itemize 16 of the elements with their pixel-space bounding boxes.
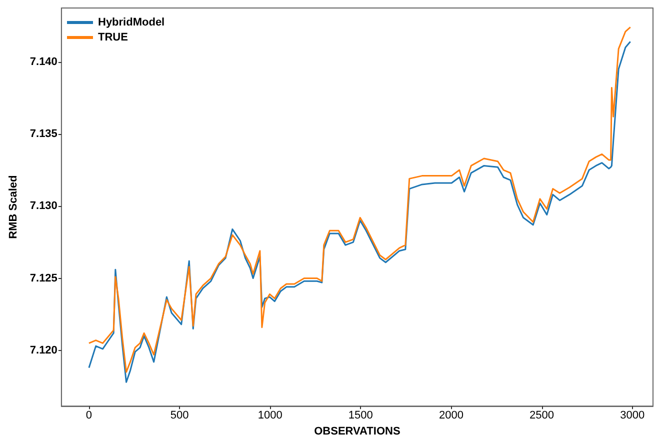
x-tick-label: 500 [170, 410, 189, 422]
x-tick-label: 2000 [438, 410, 464, 422]
x-tick-label: 1500 [348, 410, 373, 422]
legend-label: TRUE [98, 32, 128, 44]
y-tick-label: 7.120 [30, 344, 58, 356]
x-axis-title: OBSERVATIONS [314, 426, 400, 438]
legend-label: HybridModel [98, 16, 165, 28]
y-tick-label: 7.140 [30, 56, 58, 68]
x-tick-label: 2500 [530, 410, 554, 422]
x-tick-label: 3000 [620, 410, 645, 422]
y-tick-label: 7.125 [30, 272, 58, 284]
y-tick-label: 7.135 [30, 128, 58, 140]
x-tick-label: 0 [86, 410, 92, 422]
y-tick-label: 7.130 [30, 200, 58, 212]
y-axis-title: RMB Scaled [8, 175, 20, 239]
x-tick-label: 1000 [258, 410, 282, 422]
